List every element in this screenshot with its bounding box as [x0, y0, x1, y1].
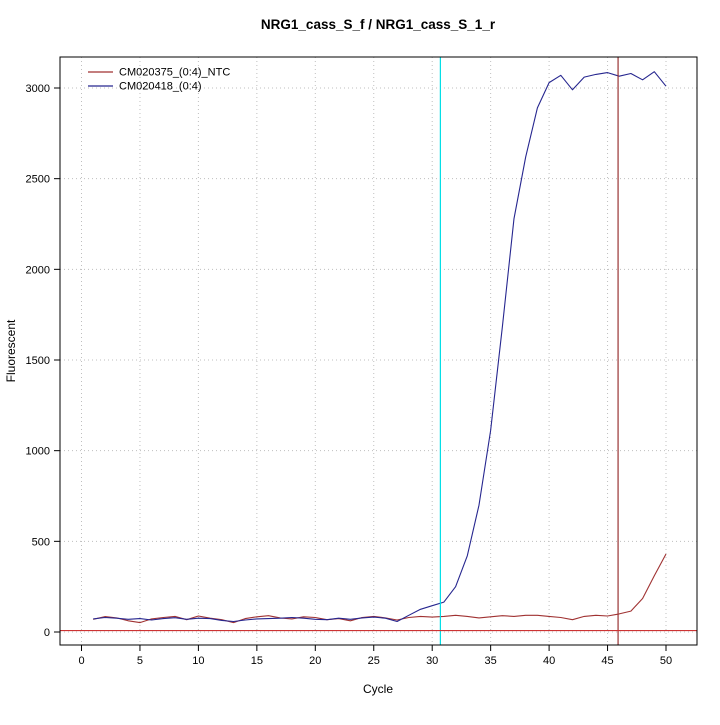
x-tick-label: 30 [426, 655, 438, 667]
gridlines [60, 57, 697, 645]
series-lines [93, 71, 667, 624]
reference-lines [60, 57, 697, 645]
y-tick-label: 2500 [26, 174, 50, 186]
series-line [93, 553, 667, 624]
legend-label: CM020418_(0:4) [119, 81, 202, 93]
y-tick-label: 3000 [26, 83, 50, 95]
axis-ticks [54, 87, 667, 651]
x-tick-label: 35 [485, 655, 497, 667]
axis-tick-labels: 0 5 10 15 20 25 30 35 40 45 5005001000150020002500… [26, 83, 673, 667]
x-tick-label: 20 [309, 655, 321, 667]
x-tick-label: 15 [251, 655, 263, 667]
series-line [93, 71, 667, 623]
x-tick-label: 10 [192, 655, 204, 667]
plot-border [59, 56, 698, 646]
y-tick-label: 1000 [26, 446, 50, 458]
legend-label: CM020375_(0:4)_NTC [119, 67, 230, 79]
y-tick-label: 1500 [26, 355, 50, 367]
x-tick-label: 40 [543, 655, 555, 667]
chart-title: NRG1_cass_S_f / NRG1_cass_S_1_r [261, 17, 496, 32]
x-tick-label: 0 [78, 655, 84, 667]
x-axis-label: Cycle [363, 682, 393, 696]
y-tick-label: 2000 [26, 264, 50, 276]
legend: CM020375_(0:4)_NTC CM020418_(0:4) [88, 67, 230, 93]
x-tick-label: 45 [601, 655, 613, 667]
y-tick-label: 0 [44, 627, 50, 639]
x-tick-label: 50 [660, 655, 672, 667]
x-tick-label: 25 [368, 655, 380, 667]
y-tick-label: 500 [32, 536, 50, 548]
y-axis-label: Fluorescent [4, 319, 18, 382]
x-tick-label: 5 [137, 655, 143, 667]
